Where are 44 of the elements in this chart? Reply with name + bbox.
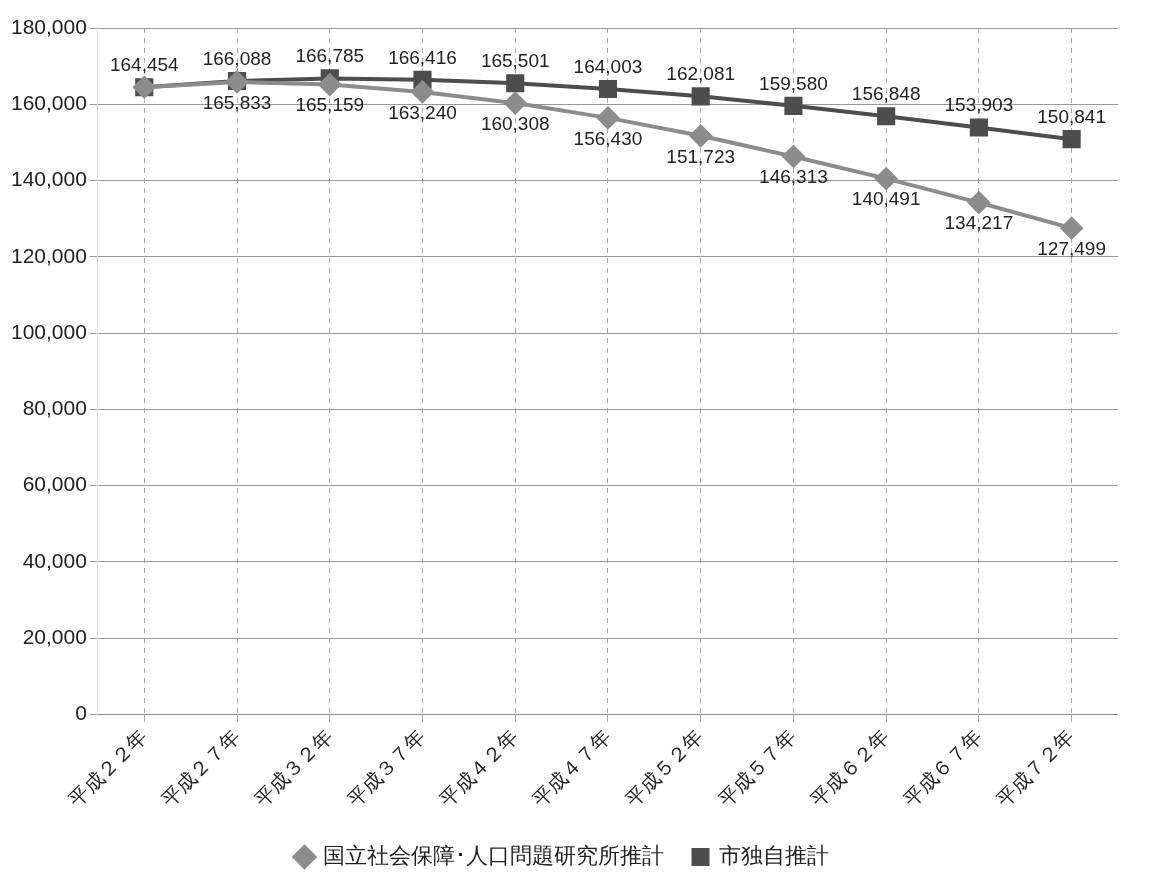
data-label: 153,903 — [944, 94, 1014, 116]
data-label: 165,833 — [202, 91, 272, 113]
y-tick-label: 160,000 — [10, 91, 87, 115]
x-tick-label: 平成３７年 — [342, 724, 430, 812]
data-label: 156,430 — [573, 127, 643, 149]
data-label: 140,491 — [851, 188, 921, 210]
y-tick-label: 180,000 — [10, 14, 87, 38]
data-label: 166,088 — [202, 47, 272, 69]
y-tick-label: 0 — [75, 701, 87, 725]
x-tick-label: 平成５７年 — [713, 724, 801, 812]
legend-label: 国立社会保障･人口問題研究所推計 — [322, 843, 664, 869]
data-label: 165,159 — [295, 94, 365, 116]
data-label: 162,081 — [666, 63, 736, 85]
x-tick-label: 平成７２年 — [992, 724, 1079, 812]
x-tick-label: 平成３２年 — [250, 724, 337, 812]
data-label: 165,501 — [480, 50, 550, 72]
x-tick-label: 平成６２年 — [806, 724, 893, 812]
x-tick-label: 平成５２年 — [621, 724, 708, 812]
legend-label: 市独自推計 — [718, 843, 829, 869]
data-label: 151,723 — [666, 145, 736, 167]
data-label: 164,003 — [573, 55, 643, 77]
x-tick-label: 平成２７年 — [157, 724, 244, 812]
y-tick-label: 80,000 — [22, 396, 87, 420]
x-tick-label: 平成２２年 — [64, 724, 152, 812]
y-tick-label: 60,000 — [22, 472, 87, 496]
y-tick-label: 140,000 — [10, 167, 87, 191]
data-label: 127,499 — [1037, 237, 1106, 259]
data-label: 164,454 — [109, 54, 180, 76]
y-tick-label: 120,000 — [10, 243, 87, 267]
y-tick-label: 20,000 — [22, 624, 87, 648]
x-tick-label: 平成６７年 — [899, 724, 986, 812]
data-label: 150,841 — [1037, 105, 1106, 127]
data-label: 156,848 — [851, 83, 921, 105]
y-tick-label: 40,000 — [22, 548, 87, 572]
data-label: 134,217 — [944, 212, 1014, 234]
y-tick-label: 100,000 — [10, 319, 87, 343]
data-label: 166,785 — [295, 45, 365, 67]
x-tick-label: 平成４２年 — [435, 724, 522, 812]
data-label: 160,308 — [480, 112, 550, 134]
data-label: 159,580 — [759, 72, 828, 94]
data-label: 163,240 — [388, 101, 457, 123]
data-label: 166,416 — [388, 46, 457, 68]
x-tick-label: 平成４７年 — [528, 724, 615, 812]
data-label: 146,313 — [759, 166, 828, 188]
